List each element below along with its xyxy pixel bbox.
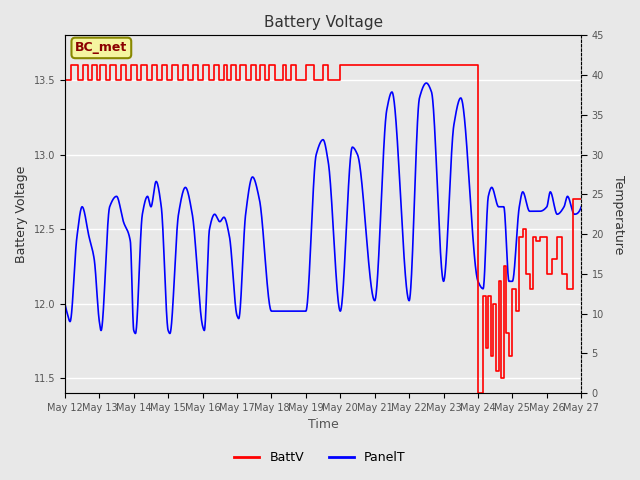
- X-axis label: Time: Time: [308, 419, 339, 432]
- Text: BC_met: BC_met: [76, 41, 127, 54]
- Title: Battery Voltage: Battery Voltage: [264, 15, 383, 30]
- Y-axis label: Temperature: Temperature: [612, 175, 625, 254]
- Y-axis label: Battery Voltage: Battery Voltage: [15, 166, 28, 263]
- Legend: BattV, PanelT: BattV, PanelT: [229, 446, 411, 469]
